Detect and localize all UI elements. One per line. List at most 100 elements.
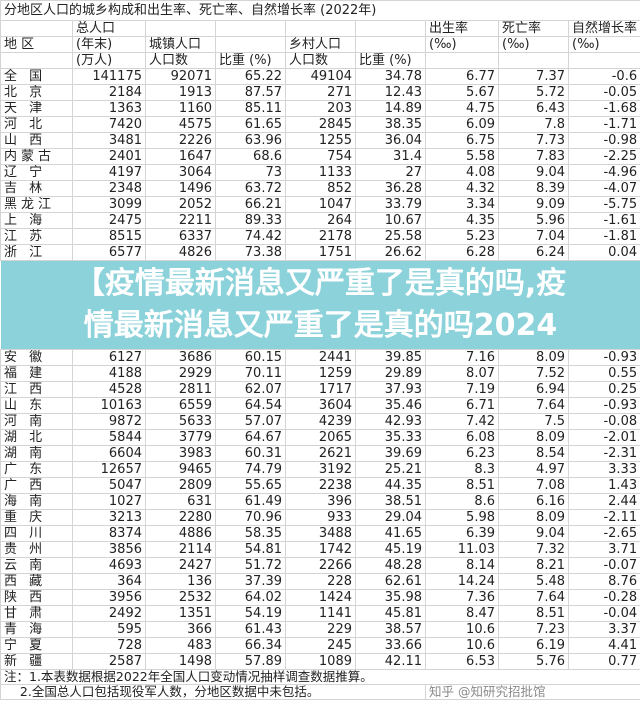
cell-death-rate: 4.97 [498,461,569,478]
header-urban: 城镇人口 [145,36,216,53]
cell-total: 10163 [72,397,146,414]
cell-rural-share: 45.19 [355,541,426,558]
cell-death-rate: 7.04 [498,228,569,245]
cell-birth-rate: 6.23 [425,445,499,462]
headline-line-1: 【疫情最新消息又严重了是真的吗,疫 [74,266,567,301]
cell-natural-growth: 0.77 [567,653,640,670]
cell-death-rate: 7.64 [498,397,569,414]
cell-total: 6577 [72,244,146,261]
header-rural-share: 比重 (%) [355,52,426,69]
header-urban-count: 人口数 [145,52,216,69]
cell-natural-growth: -0.6 [567,68,640,85]
table-row: 陕 西 3956 2532 64.02 1424 35.98 7.36 7.64 -0.28 [0,589,640,606]
cell-urban-count: 2809 [145,477,216,494]
cell-rural-count: 3488 [285,525,356,542]
cell-region: 辽 宁 [0,164,73,181]
table-row: 甘 肃 2492 1351 54.19 1141 45.81 8.47 8.51 -0.04 [0,605,640,622]
cell-birth-rate: 4.35 [425,212,499,229]
cell-rural-share: 12.43 [355,84,426,101]
note-text: 注：1.本表数据根据2022年全国人口变动情况抽样调查数据推算。 [0,669,640,685]
watermark: 知乎 @知研究招批馆 [424,684,640,700]
cell-urban-share: 60.15 [215,349,286,366]
cell-total: 2401 [72,148,146,165]
cell-rural-count: 3604 [285,397,356,414]
table-row: 河 北 7420 4575 61.65 2845 38.35 6.09 7.8 -1.71 [0,116,640,133]
cell-rural-count: 229 [285,621,356,638]
table-row: 云 南 4693 2427 51.72 2266 48.28 8.14 8.21 -0.07 [0,557,640,574]
cell-urban-share: 57.89 [215,653,286,670]
cell-total: 8515 [72,228,146,245]
cell-birth-rate: 7.19 [425,381,499,398]
header-region: 地 区 [0,36,73,53]
cell-urban-count: 136 [145,573,216,590]
cell-death-rate: 9.04 [498,525,569,542]
cell-birth-rate: 7.42 [425,413,499,430]
cell-urban-share: 74.42 [215,228,286,245]
cell-total: 3213 [72,509,146,526]
cell-total: 12657 [72,461,146,478]
table-row: 湖 北 5844 3779 64.67 2065 35.33 6.08 8.09 -2.01 [0,429,640,446]
cell-birth-rate: 6.08 [425,429,499,446]
cell-urban-count: 2811 [145,381,216,398]
table-row: 湖 南 6604 3983 60.31 2621 39.69 6.23 8.54 -2.31 [0,445,640,462]
cell-rural-share: 25.58 [355,228,426,245]
cell-death-rate: 6.43 [498,100,569,117]
cell-rural-count: 3192 [285,461,356,478]
cell-urban-count: 2929 [145,365,216,382]
cell-death-rate: 8.21 [498,557,569,574]
cell-birth-rate: 10.6 [425,637,499,654]
cell-birth-rate: 6.53 [425,653,499,670]
cell-death-rate: 8.54 [498,445,569,462]
cell-birth-rate: 6.75 [425,132,499,149]
cell-region: 湖 北 [0,429,73,446]
table-row: 黑龙江 3099 2052 66.21 1047 33.79 3.34 9.09 -5.75 [0,196,640,213]
cell-urban-share: 68.6 [215,148,286,165]
table-row: 江 苏 8515 6337 74.42 2178 25.58 5.23 7.04 -1.81 [0,228,640,245]
headline-line-2: 情最新消息又严重了是真的吗2024 [83,308,558,343]
cell-total: 141175 [72,68,146,85]
cell-urban-share: 63.72 [215,180,286,197]
cell-birth-rate: 8.51 [425,477,499,494]
header-death-rate: 死亡率 [498,20,569,37]
cell-natural-growth: -0.28 [567,589,640,606]
cell-region: 贵 州 [0,541,73,558]
table-row: 辽 宁 4197 3064 73 1133 27 4.08 9.04 -4.96 [0,164,640,181]
cell-natural-growth: -2.65 [567,525,640,542]
table-row: 上 海 2475 2211 89.33 264 10.67 4.35 5.96 -1.61 [0,212,640,229]
header-row-3: (万人) 人口数 比重 (%) 人口数 比重 (%) [0,52,640,69]
cell-rural-share: 38.57 [355,621,426,638]
cell-death-rate: 7.23 [498,621,569,638]
cell-birth-rate: 3.34 [425,196,499,213]
cell-region: 湖 南 [0,445,73,462]
cell-rural-count: 4239 [285,413,356,430]
table-row: 吉 林 2348 1496 63.72 852 36.28 4.32 8.39 -4.07 [0,180,640,197]
cell-urban-count: 1160 [145,100,216,117]
cell-urban-count: 2052 [145,196,216,213]
cell-rural-count: 1742 [285,541,356,558]
headline-text[interactable]: 【疫情最新消息又严重了是真的吗,疫 情最新消息又严重了是真的吗2024 [0,260,640,350]
cell-urban-share: 65.22 [215,68,286,85]
cell-natural-growth: 0.04 [567,244,640,261]
cell-rural-count: 2621 [285,445,356,462]
cell-death-rate: 7.32 [498,541,569,558]
cell-natural-growth: -5.75 [567,196,640,213]
table-row: 北 京 2184 1913 87.57 271 12.43 5.67 5.72 -0.05 [0,84,640,101]
cell-rural-count: 49104 [285,68,356,85]
cell-total: 728 [72,637,146,654]
cell-natural-growth: -2.25 [567,148,640,165]
cell-urban-count: 1647 [145,148,216,165]
cell-natural-growth: -1.81 [567,228,640,245]
cell-urban-count: 6337 [145,228,216,245]
cell-urban-count: 9465 [145,461,216,478]
cell-total: 6127 [72,349,146,366]
cell-rural-share: 27 [355,164,426,181]
cell-urban-share: 60.31 [215,445,286,462]
cell-total: 8374 [72,525,146,542]
table-row: 山 西 3481 2226 63.96 1255 36.04 6.75 7.73 -0.98 [0,132,640,149]
table-row: 天 津 1363 1160 85.11 203 14.89 4.75 6.43 -1.68 [0,100,640,117]
table-title: 分地区人口的城乡构成和出生率、死亡率、自然增长率 (2022年) [0,0,640,21]
cell-urban-count: 2211 [145,212,216,229]
cell-death-rate: 7.73 [498,132,569,149]
cell-region: 宁 夏 [0,637,73,654]
cell-birth-rate: 6.28 [425,244,499,261]
